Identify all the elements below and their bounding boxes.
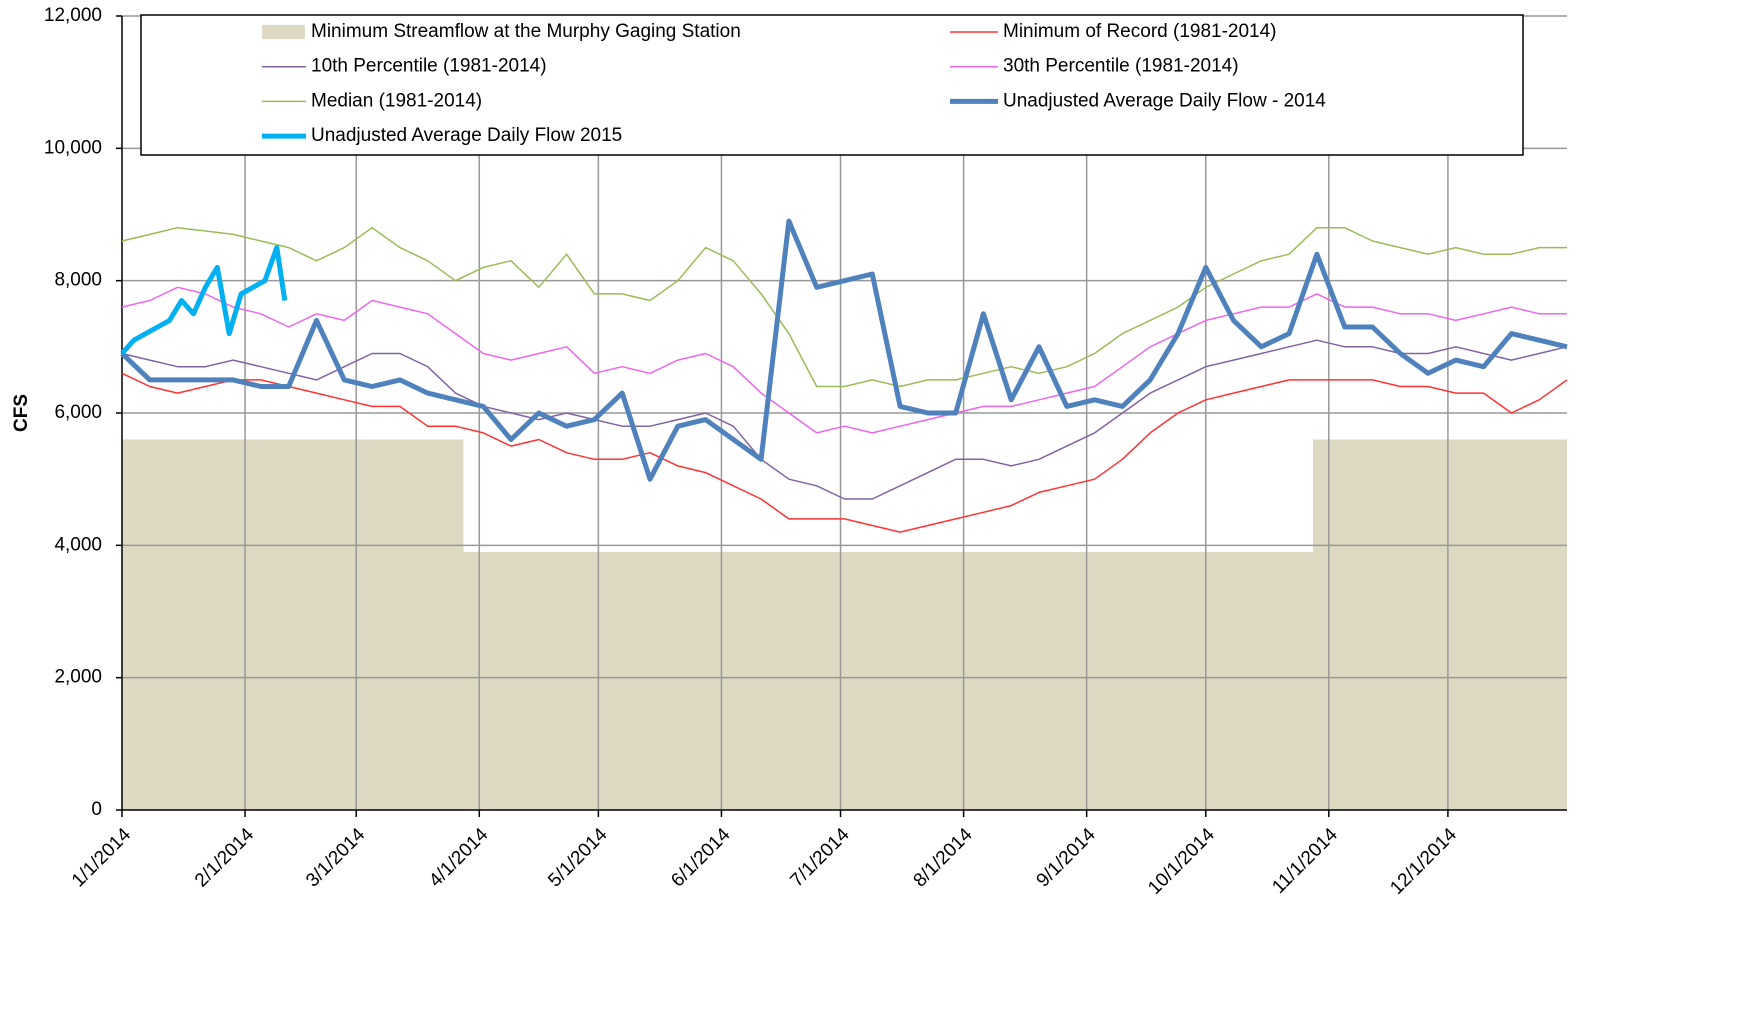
y-tick-label: 4,000	[54, 534, 102, 555]
legend: Minimum Streamflow at the Murphy Gaging …	[140, 14, 1524, 156]
line	[121, 372, 1568, 533]
y-tick-label: 8,000	[54, 270, 102, 291]
line	[121, 339, 1568, 500]
y-tick-label: 2,000	[54, 667, 102, 688]
legend-swatch	[262, 25, 305, 39]
legend-label: Unadjusted Average Daily Flow - 2014	[1003, 90, 1326, 111]
y-tick-label: 12,000	[44, 5, 102, 26]
x-tick-label: 10/1/2014	[1144, 824, 1219, 899]
legend-label: Minimum Streamflow at the Murphy Gaging …	[311, 21, 741, 42]
legend-box	[140, 14, 1524, 156]
x-tick-label: 6/1/2014	[667, 824, 734, 891]
y-tick-label: 10,000	[44, 137, 102, 158]
legend-label: Median (1981-2014)	[311, 90, 482, 111]
x-tick-label: 12/1/2014	[1386, 824, 1461, 899]
x-tick-label: 5/1/2014	[544, 824, 611, 891]
x-tick-label: 3/1/2014	[302, 824, 369, 891]
x-tick-label: 7/1/2014	[786, 824, 853, 891]
y-axis-label: CFS	[11, 394, 32, 432]
line	[120, 245, 288, 356]
line	[121, 226, 1567, 388]
x-tick-label: 9/1/2014	[1033, 824, 1100, 891]
area	[122, 439, 1567, 810]
x-tick-label: 8/1/2014	[910, 824, 977, 891]
legend-label: Minimum of Record (1981-2014)	[1003, 21, 1277, 42]
y-tick-label: 6,000	[54, 402, 102, 423]
legend-label: Unadjusted Average Daily Flow 2015	[311, 125, 622, 146]
x-tick-label: 2/1/2014	[191, 824, 258, 891]
line	[121, 286, 1567, 434]
x-tick-label: 4/1/2014	[425, 824, 492, 891]
legend-label: 30th Percentile (1981-2014)	[1003, 56, 1239, 77]
x-tick-label: 1/1/2014	[68, 824, 135, 891]
y-tick-label: 0	[91, 799, 102, 820]
line	[120, 218, 1568, 482]
legend-label: 10th Percentile (1981-2014)	[311, 56, 547, 77]
x-tick-label: 11/1/2014	[1268, 824, 1342, 898]
